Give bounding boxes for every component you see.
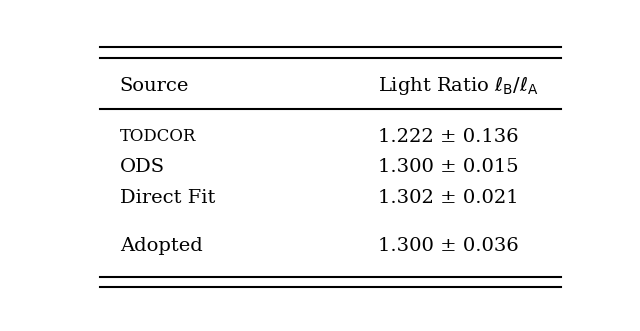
Text: 1.300 ± 0.036: 1.300 ± 0.036 (378, 237, 518, 255)
Text: Source: Source (120, 76, 189, 95)
Text: Direct Fit: Direct Fit (120, 189, 215, 207)
Text: 1.222 ± 0.136: 1.222 ± 0.136 (378, 127, 518, 146)
Text: TODCOR: TODCOR (120, 128, 196, 145)
Text: Adopted: Adopted (120, 237, 202, 255)
Text: Light Ratio $\ell_{\mathrm{B}}/\ell_{\mathrm{A}}$: Light Ratio $\ell_{\mathrm{B}}/\ell_{\ma… (378, 74, 538, 97)
Text: ODS: ODS (120, 158, 164, 176)
Text: 1.302 ± 0.021: 1.302 ± 0.021 (378, 189, 518, 207)
Text: 1.300 ± 0.015: 1.300 ± 0.015 (378, 158, 518, 176)
